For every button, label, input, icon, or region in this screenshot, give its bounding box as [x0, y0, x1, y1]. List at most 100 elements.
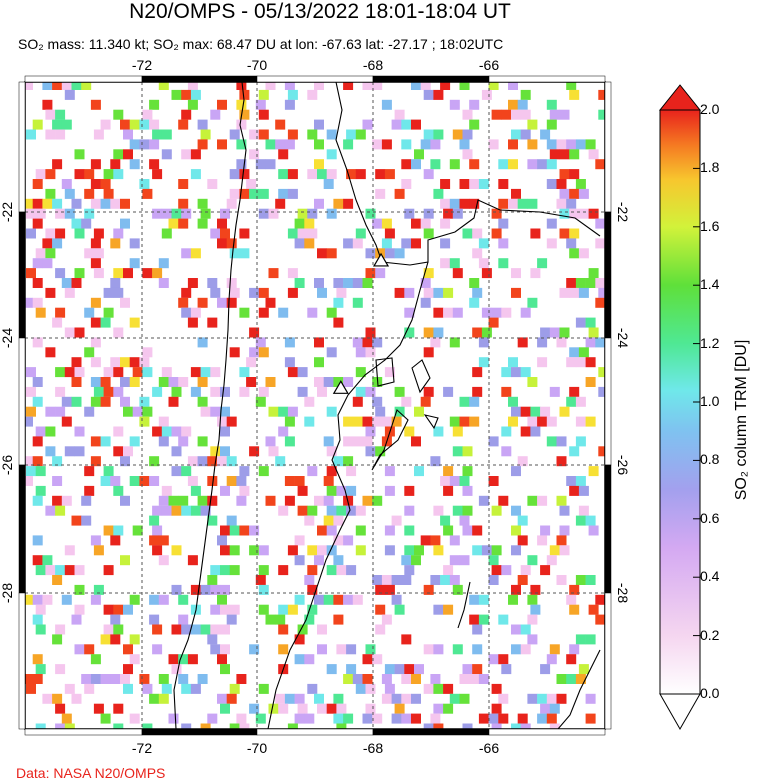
so2-pixel	[304, 575, 315, 585]
so2-pixel	[314, 337, 324, 348]
so2-pixel	[508, 139, 518, 150]
so2-pixel	[575, 436, 586, 447]
latitude-tick-label: -24	[615, 328, 631, 348]
so2-pixel	[559, 149, 570, 160]
so2-pixel	[540, 703, 551, 714]
so2-pixel	[61, 495, 72, 506]
so2-pixel	[381, 238, 392, 249]
country-borders	[173, 82, 601, 729]
so2-pixel	[249, 188, 260, 199]
so2-pixel	[440, 258, 451, 269]
so2-pixel	[537, 258, 548, 269]
so2-pixel	[326, 466, 337, 477]
so2-pixel	[187, 99, 198, 110]
so2-pixel	[352, 674, 363, 684]
so2-pixel	[152, 386, 163, 397]
so2-pixel	[384, 228, 395, 239]
so2-pixel	[549, 386, 560, 397]
so2-pixel	[236, 159, 247, 170]
so2-pixel	[123, 644, 133, 655]
so2-pixel	[220, 406, 230, 417]
so2-pixel	[275, 139, 286, 150]
so2-pixel	[546, 99, 557, 110]
so2-pixel	[343, 198, 354, 209]
so2-pixel	[462, 664, 473, 675]
so2-pixel	[35, 485, 46, 496]
so2-pixel	[200, 723, 211, 729]
so2-pixel	[129, 159, 140, 170]
so2-pixel	[314, 357, 324, 368]
so2-pixel	[217, 139, 227, 150]
so2-pixel	[491, 307, 502, 318]
so2-pixel	[55, 386, 66, 397]
so2-pixel	[559, 169, 570, 180]
so2-pixel	[217, 218, 227, 229]
so2-pixel	[520, 307, 531, 318]
so2-pixel	[459, 396, 470, 407]
so2-pixel	[391, 713, 402, 724]
so2-pixel	[333, 535, 344, 546]
so2-pixel	[255, 159, 266, 170]
so2-pixel	[287, 367, 298, 378]
so2-pixel	[314, 119, 324, 130]
so2-pixel	[149, 119, 160, 130]
colorbar-min-arrow	[659, 693, 701, 731]
so2-pixel	[158, 278, 169, 288]
so2-pixel	[314, 495, 324, 506]
so2-pixel	[220, 426, 230, 437]
so2-pixel	[149, 139, 160, 150]
so2-pixel	[294, 535, 305, 546]
so2-pixel	[472, 525, 483, 536]
so2-pixel	[123, 129, 133, 140]
so2-pixel	[317, 287, 327, 298]
so2-pixel	[255, 99, 266, 110]
so2-pixel	[71, 396, 82, 407]
so2-pixel	[229, 129, 240, 140]
so2-pixel	[323, 377, 334, 387]
so2-pixel	[258, 307, 269, 318]
so2-pixel	[501, 307, 512, 318]
so2-pixel	[365, 386, 376, 397]
so2-pixel	[372, 713, 383, 724]
so2-pixel	[317, 545, 327, 556]
so2-pixel	[352, 238, 363, 249]
so2-pixel	[217, 456, 227, 467]
so2-pixel	[352, 337, 363, 348]
so2-pixel	[462, 466, 473, 477]
so2-pixel	[103, 367, 114, 378]
so2-pixel	[575, 357, 586, 368]
so2-pixel	[258, 109, 269, 120]
longitude-tick-label: -72	[132, 57, 152, 73]
so2-pixel	[517, 456, 528, 467]
so2-pixel	[375, 406, 386, 417]
so2-pixel	[55, 268, 66, 279]
so2-pixel	[236, 99, 247, 110]
so2-pixel	[287, 129, 298, 140]
so2-pixel	[346, 466, 357, 477]
so2-pixel	[171, 584, 182, 595]
so2-pixel	[197, 377, 208, 387]
so2-pixel	[287, 228, 298, 239]
so2-pixel	[161, 426, 172, 437]
so2-pixel	[488, 654, 499, 665]
so2-pixel	[178, 614, 189, 625]
so2-pixel	[401, 674, 412, 684]
so2-pixel	[178, 377, 189, 387]
so2-pixel	[181, 723, 192, 729]
colorbar-tick-label: 1.8	[700, 159, 720, 176]
so2-pixel	[120, 396, 130, 407]
so2-pixel	[433, 545, 444, 556]
so2-pixel	[35, 565, 46, 576]
so2-pixel	[278, 188, 289, 199]
so2-pixel	[220, 386, 230, 397]
so2-pixel	[32, 278, 43, 288]
so2-pixel	[588, 149, 599, 160]
axis-scale-segment	[604, 81, 612, 213]
so2-pixel	[52, 238, 63, 249]
longitude-tick-label: -66	[479, 57, 499, 73]
so2-pixel	[71, 693, 82, 704]
so2-pixel	[352, 436, 363, 447]
so2-pixel	[120, 456, 130, 467]
so2-pixel	[217, 594, 227, 605]
so2-pixel	[220, 525, 230, 536]
